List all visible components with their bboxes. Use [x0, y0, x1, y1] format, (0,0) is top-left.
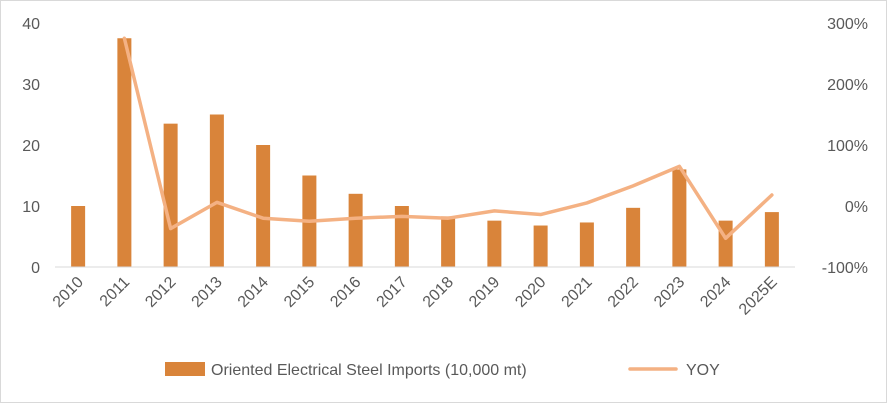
x-tick-label: 2024: [697, 274, 734, 311]
right-axis-ticks: -100% 0% 100% 200% 300%: [822, 16, 868, 277]
bar-2012: [163, 123, 178, 268]
left-tick-label: 20: [22, 138, 40, 155]
x-tick-label: 2010: [50, 274, 87, 311]
x-tick-label: 2018: [420, 274, 457, 311]
bar-2019: [487, 220, 502, 267]
left-tick-label: 40: [22, 16, 40, 33]
yoy-line-series: [122, 36, 774, 241]
bar-2016: [348, 193, 363, 267]
right-tick-label: 0%: [845, 199, 868, 216]
bar-2010: [71, 206, 86, 267]
x-tick-label: 2022: [605, 274, 642, 311]
bar-2025E: [764, 212, 779, 267]
x-tick-label: 2017: [374, 274, 411, 311]
bar-2017: [394, 206, 409, 267]
x-tick-label: 2019: [466, 274, 503, 311]
x-tick-label: 2023: [651, 274, 688, 311]
legend-label-yoy: YOY: [686, 362, 720, 379]
left-axis-ticks: 0 10 20 30 40: [22, 16, 40, 277]
right-tick-label: 100%: [827, 138, 868, 155]
right-tick-label: 300%: [827, 16, 868, 33]
x-tick-label: 2015: [281, 274, 318, 311]
bar-2013: [209, 114, 224, 267]
x-tick-label: 2021: [559, 274, 596, 311]
x-axis-ticks: 2010 2011 2012 2013 2014 2015 2016 2017 2018 2019…: [50, 274, 781, 319]
bar-2023: [672, 169, 687, 267]
left-tick-label: 30: [22, 77, 40, 94]
right-tick-label: 200%: [827, 77, 868, 94]
bar-series: [71, 38, 779, 268]
x-tick-label: 2013: [189, 274, 226, 311]
bar-2011: [117, 38, 132, 267]
legend-label-imports: Oriented Electrical Steel Imports (10,00…: [211, 362, 527, 379]
left-tick-label: 10: [22, 199, 40, 216]
x-tick-label: 2025E: [736, 274, 781, 319]
x-tick-label: 2020: [512, 274, 549, 311]
legend-swatch-imports: [165, 362, 205, 376]
legend: Oriented Electrical Steel Imports (10,00…: [165, 362, 720, 379]
right-tick-label: -100%: [822, 260, 868, 277]
bar-2018: [441, 216, 456, 267]
bar-2014: [256, 145, 271, 267]
left-tick-label: 0: [31, 260, 40, 277]
x-tick-label: 2012: [142, 274, 179, 311]
x-tick-label: 2014: [235, 274, 272, 311]
bar-2021: [579, 222, 594, 267]
bar-2020: [533, 225, 548, 267]
x-tick-label: 2016: [327, 274, 364, 311]
x-tick-label: 2011: [97, 274, 133, 310]
bar-2022: [626, 207, 641, 267]
